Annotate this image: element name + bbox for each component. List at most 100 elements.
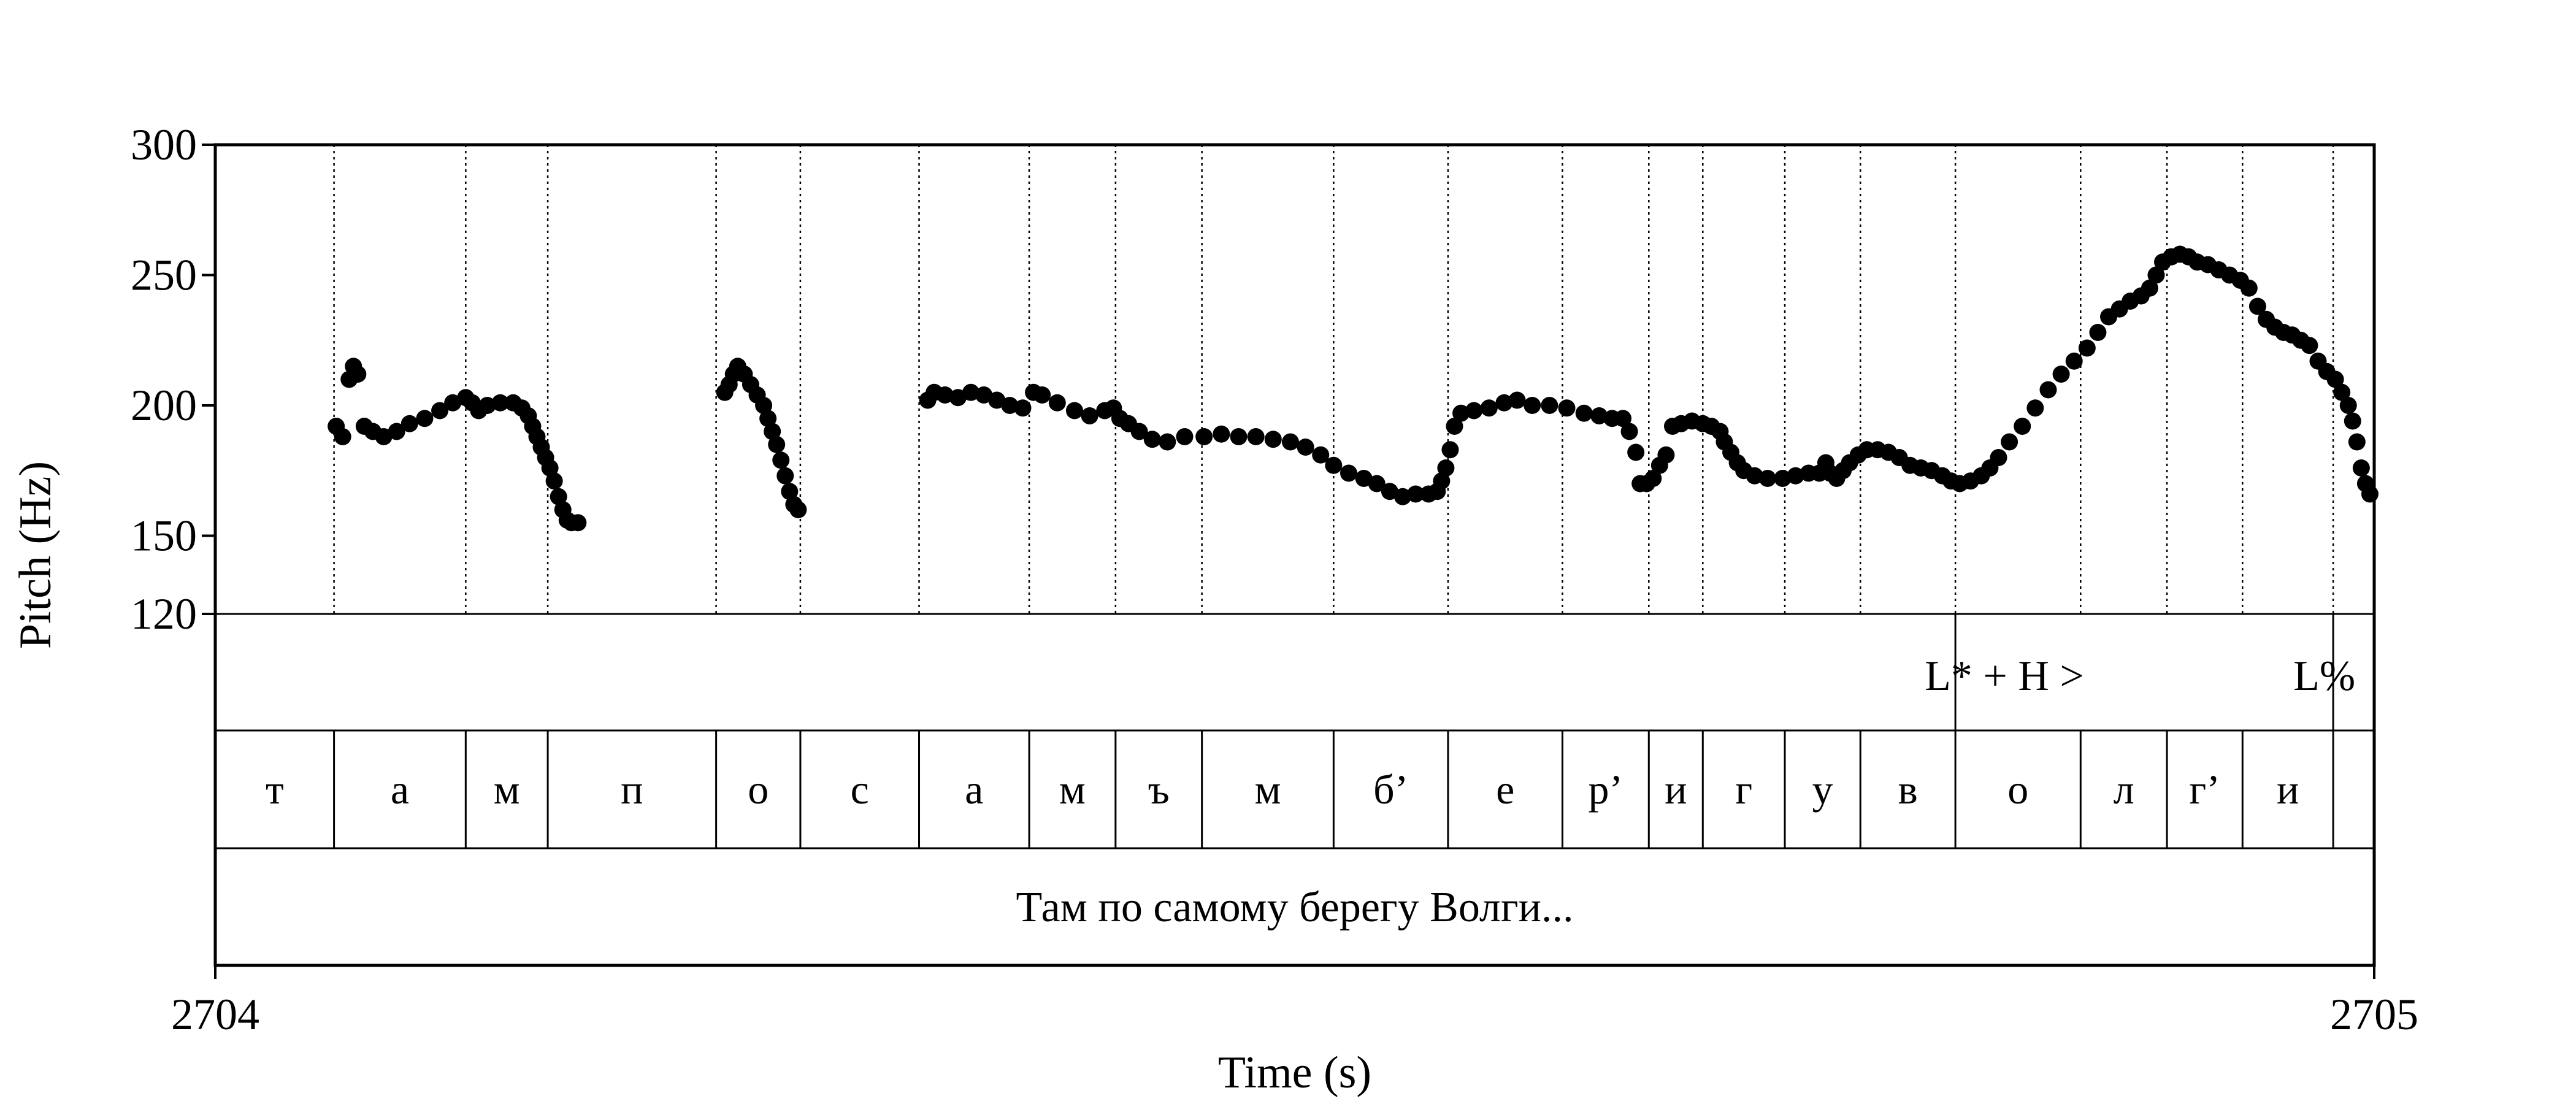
pitch-point — [1441, 441, 1459, 459]
pitch-point — [1558, 399, 1576, 417]
pitch-point — [1746, 467, 1763, 485]
pitch-point — [2240, 279, 2258, 297]
pitch-point — [768, 435, 786, 453]
pitch-point — [1381, 483, 1398, 500]
pitch-point — [1437, 459, 1455, 477]
pitch-point — [1433, 472, 1451, 490]
pitch-point — [569, 514, 587, 532]
segment-label: и — [2277, 766, 2299, 813]
pitch-point — [1407, 485, 1425, 503]
pitch-point — [349, 366, 367, 383]
pitch-point — [416, 410, 434, 427]
pitch-point — [2089, 324, 2107, 341]
pitch-point — [1065, 402, 1083, 420]
pitch-point — [1990, 449, 2007, 466]
pitch-point — [2339, 397, 2357, 414]
segment-label: у — [1812, 766, 1833, 813]
pitch-point — [1495, 394, 1513, 412]
pitch-point — [334, 428, 351, 445]
segment-label: м — [1059, 766, 1086, 813]
pitch-point — [1325, 456, 1343, 474]
pitch-point — [1394, 488, 1411, 505]
x-axis-title: Time (s) — [1218, 1048, 1371, 1098]
pitch-point — [772, 451, 790, 469]
pitch-point — [1264, 431, 1282, 448]
segment-label: а — [391, 766, 409, 813]
pitch-point — [2026, 399, 2044, 417]
pitch-point — [1143, 431, 1161, 448]
pitch-point — [1590, 407, 1608, 424]
pitch-point — [2141, 279, 2158, 297]
pitch-point — [1247, 428, 1265, 445]
segment-label: т — [266, 766, 284, 813]
pitch-point — [1001, 397, 1019, 414]
pitch-point — [2348, 433, 2366, 451]
segment-label: г — [1735, 766, 1752, 813]
pitch-point — [1355, 470, 1373, 487]
pitch-point — [975, 386, 993, 404]
y-tick-label: 120 — [131, 589, 197, 638]
y-axis-title: Pitch (Hz) — [10, 461, 61, 649]
segment-label: г’ — [2189, 766, 2220, 813]
pitch-point — [2326, 370, 2344, 388]
pitch-point — [1033, 386, 1051, 404]
plot-frame — [213, 143, 2376, 967]
pitch-point — [491, 394, 509, 412]
pitch-point — [431, 402, 449, 420]
pitch-point — [1508, 391, 1526, 409]
pitch-point — [1281, 433, 1299, 451]
pitch-point — [2039, 381, 2057, 399]
pitch-point — [1159, 433, 1176, 451]
pitch-point — [1014, 399, 1032, 417]
pitch-point — [781, 483, 799, 500]
y-tick-label: 200 — [131, 381, 197, 430]
tone-label: L% — [2293, 653, 2355, 700]
segment-label: ъ — [1148, 766, 1170, 813]
pitch-point — [1048, 394, 1066, 412]
segment-label: б’ — [1373, 766, 1408, 813]
segment-label: с — [851, 766, 869, 813]
tone-label: L* + H > — [1925, 653, 2084, 700]
y-tick-label: 150 — [131, 512, 197, 561]
pitch-point — [2001, 433, 2018, 451]
sentence-label: Там по самому берегу Волги... — [1016, 884, 1573, 931]
segment-label: п — [621, 766, 643, 813]
segment-label: и — [1665, 766, 1687, 813]
pitch-point — [478, 397, 496, 414]
pitch-point — [1452, 404, 1470, 422]
pitch-point — [759, 410, 777, 427]
pitch-point — [1480, 399, 1498, 417]
segment-label: а — [965, 766, 983, 813]
pitch-point — [1446, 418, 1463, 435]
pitch-point — [1774, 470, 1792, 487]
pitch-point — [541, 459, 559, 477]
pitch-point — [776, 467, 794, 485]
pitch-point — [1176, 428, 1194, 445]
pitch-point — [764, 423, 781, 440]
pitch-point — [1575, 404, 1593, 422]
pitch-point — [755, 397, 773, 414]
pitch-point — [1130, 423, 1148, 440]
x-tick-label: 2704 — [171, 990, 259, 1039]
pitch-point — [1620, 423, 1638, 440]
segment-label: м — [494, 766, 520, 813]
segment-label: р’ — [1589, 766, 1623, 813]
pitch-point — [1312, 446, 1330, 464]
pitch-point — [1195, 428, 1213, 445]
pitch-point — [2065, 352, 2083, 370]
pitch-point — [1644, 470, 1662, 487]
segment-label: е — [1496, 766, 1514, 813]
segment-label: л — [2114, 766, 2134, 813]
pitch-point — [2333, 383, 2351, 401]
pitch-point — [2078, 339, 2096, 357]
pitch-point — [545, 472, 563, 490]
pitch-point — [1787, 467, 1804, 485]
pitch-point — [2344, 412, 2361, 430]
pitch-point — [2014, 418, 2031, 435]
pitch-point — [1627, 443, 1645, 461]
pitch-point — [1213, 425, 1230, 443]
pitch-point — [2147, 266, 2165, 284]
pitch-point — [2052, 366, 2070, 383]
pitch-point — [988, 391, 1006, 409]
pitch-point — [1657, 446, 1675, 464]
